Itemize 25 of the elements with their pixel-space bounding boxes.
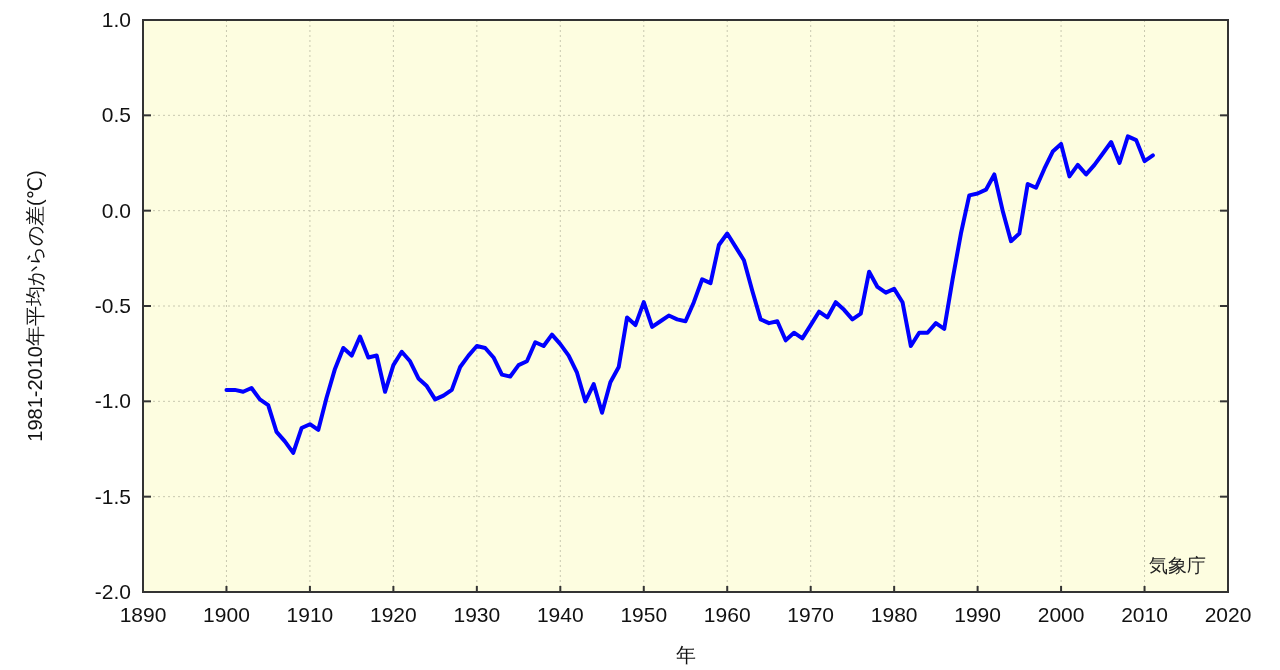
y-tick-label: 0.0: [101, 198, 131, 222]
x-tick-label: 2000: [1037, 603, 1085, 626]
x-tick-label: 1910: [286, 603, 334, 626]
annotation: 気象庁: [1149, 555, 1206, 576]
y-tick-label: 0.5: [101, 103, 131, 127]
y-tick-label: -1.5: [94, 484, 131, 508]
x-axis-title: 年: [675, 644, 696, 666]
y-tick-label: 1.0: [101, 8, 131, 31]
x-tick-label: 1950: [620, 603, 668, 626]
y-tick-label: -2.0: [94, 580, 131, 603]
y-tick-label: -0.5: [94, 294, 131, 317]
y-tick-label: -1.0: [94, 389, 131, 413]
x-tick-label: 1970: [787, 603, 835, 626]
x-tick-label: 1980: [870, 603, 918, 626]
x-tick-label: 1920: [370, 603, 417, 626]
x-tick-label: 1960: [703, 603, 751, 626]
x-tick-label: 1930: [453, 603, 501, 626]
x-tick-label: 1940: [536, 603, 584, 626]
x-tick-label: 1990: [954, 603, 1001, 626]
x-tick-label: 2020: [1204, 603, 1252, 626]
x-tick-label: 1890: [119, 603, 167, 626]
x-tick-label: 2010: [1121, 603, 1168, 626]
x-tick-label: 1900: [203, 603, 250, 626]
y-axis-title: 1981-2010年平均からの差(℃): [24, 170, 46, 442]
line-series: [224, 134, 1155, 455]
